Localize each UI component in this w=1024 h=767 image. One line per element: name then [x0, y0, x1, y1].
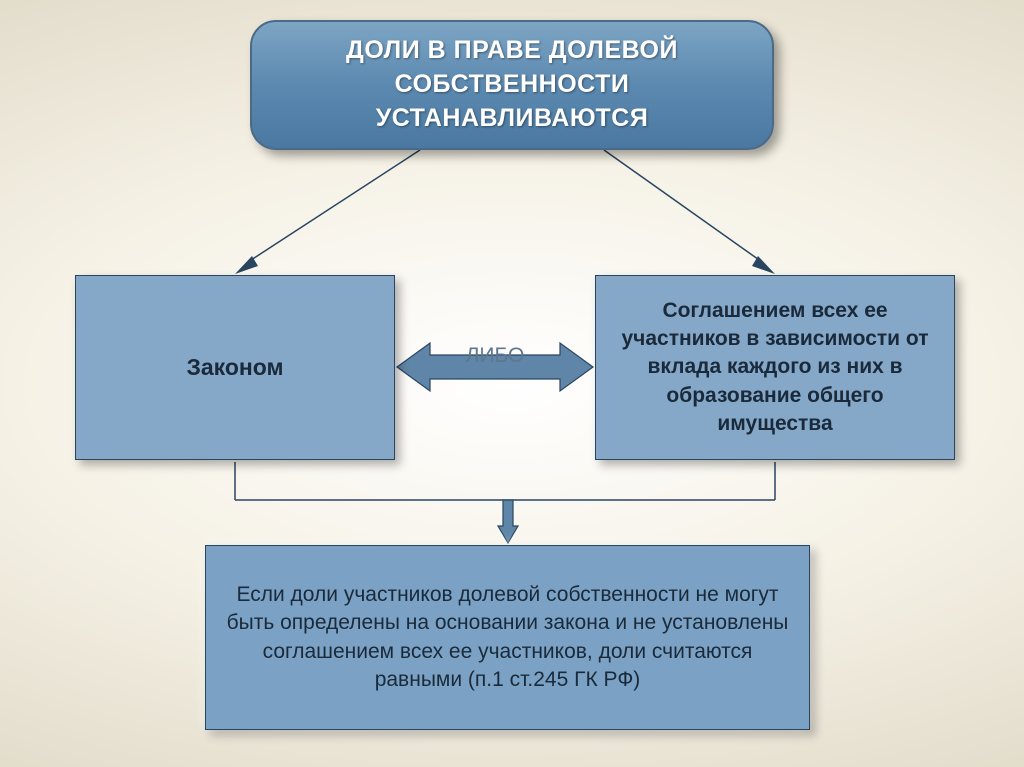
bottom-box: Если доли участников долевой собственнос… [205, 545, 810, 730]
left-box: Законом [75, 275, 395, 460]
title-text: ДОЛИ В ПРАВЕ ДОЛЕВОЙ СОБСТВЕННОСТИ УСТАН… [282, 34, 742, 135]
bottom-box-text: Если доли участников долевой собственнос… [224, 581, 791, 694]
title-box: ДОЛИ В ПРАВЕ ДОЛЕВОЙ СОБСТВЕННОСТИ УСТАН… [250, 20, 774, 150]
connector-label-text: ЛИБО [466, 344, 525, 367]
right-box-text: Соглашением всех ее участников в зависим… [614, 297, 936, 439]
connector-label: ЛИБО [455, 344, 535, 368]
right-box: Соглашением всех ее участников в зависим… [595, 275, 955, 460]
left-box-text: Законом [186, 352, 283, 383]
